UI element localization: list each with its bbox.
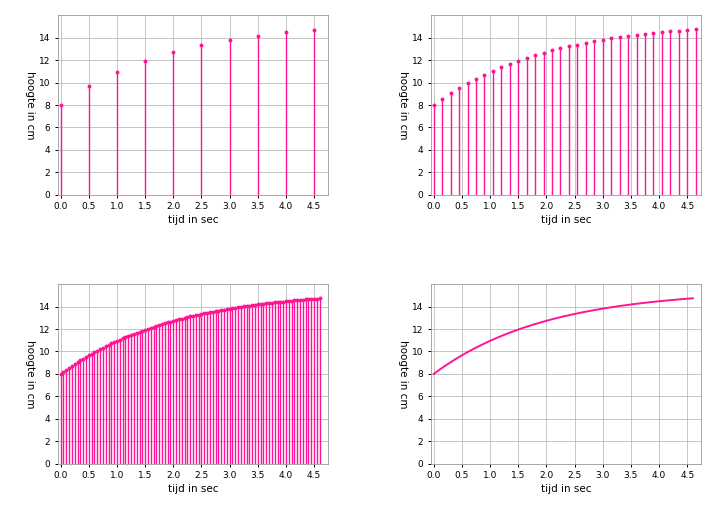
- Y-axis label: hoogte in cm: hoogte in cm: [398, 339, 408, 408]
- Y-axis label: hoogte in cm: hoogte in cm: [398, 71, 408, 140]
- X-axis label: tijd in sec: tijd in sec: [168, 215, 218, 226]
- Y-axis label: hoogte in cm: hoogte in cm: [25, 71, 35, 140]
- X-axis label: tijd in sec: tijd in sec: [168, 484, 218, 494]
- X-axis label: tijd in sec: tijd in sec: [541, 484, 591, 494]
- X-axis label: tijd in sec: tijd in sec: [541, 215, 591, 226]
- Y-axis label: hoogte in cm: hoogte in cm: [25, 339, 35, 408]
